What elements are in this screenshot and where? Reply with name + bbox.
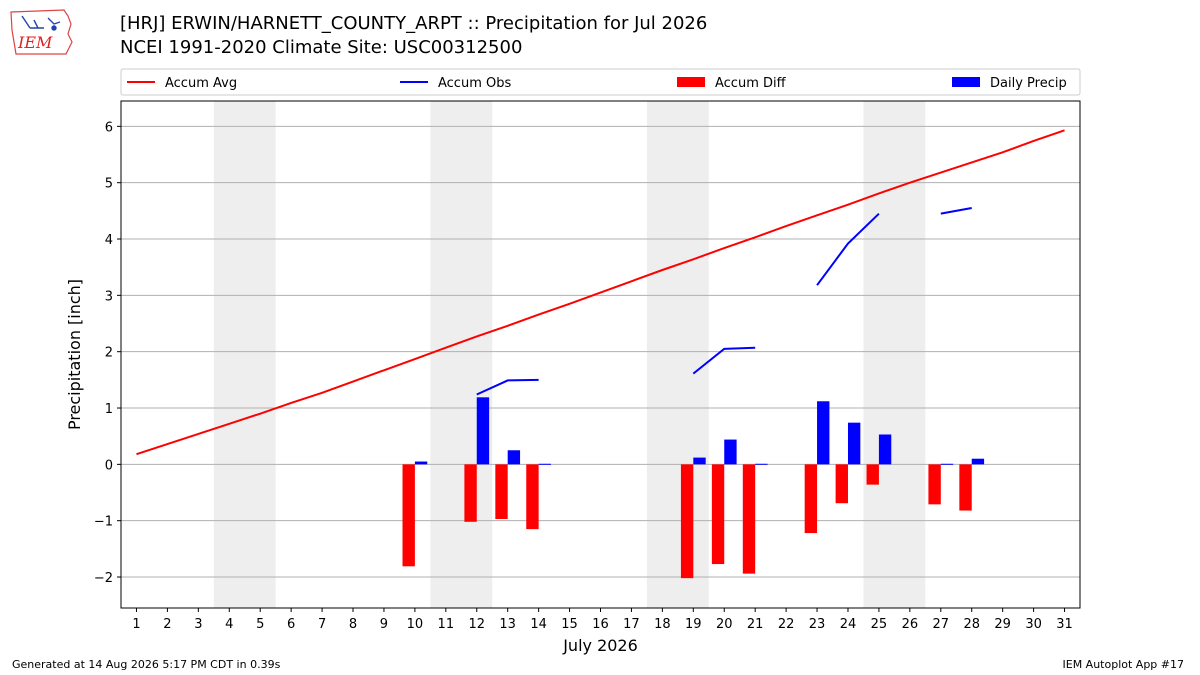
legend-items: Accum Avg Accum Obs Accum Diff Daily Precip [127, 76, 1067, 91]
y-tick-label: −2 [94, 571, 113, 586]
daily-precip-bar [940, 463, 954, 465]
app-credit: IEM Autoplot App #17 [1062, 658, 1185, 671]
legend-swatch-daily-precip [952, 77, 980, 87]
y-tick-label: 6 [105, 120, 113, 135]
x-tick-label: 25 [871, 617, 888, 632]
weekend-shade-1 [430, 101, 493, 608]
daily-precip-bar [476, 397, 490, 465]
accum-diff-bar [680, 464, 694, 579]
daily-precip-bar [755, 463, 768, 465]
x-tick-label: 27 [933, 617, 950, 632]
x-tick-label: 15 [561, 617, 578, 632]
accum-diff-bar [464, 464, 477, 522]
accum-diff-bar [402, 464, 415, 567]
y-tick-label: −1 [94, 515, 113, 530]
iem-logo: IEM [10, 9, 73, 55]
x-tick-label: 14 [530, 617, 547, 632]
x-tick-label: 22 [778, 617, 795, 632]
daily-precip-bar [724, 439, 737, 465]
accum-obs-line [692, 346, 756, 375]
x-tick-label: 13 [499, 617, 516, 632]
accum-avg-line [136, 129, 1065, 456]
daily-precip-bar [507, 450, 521, 465]
weekend-shade-2 [646, 101, 709, 608]
daily-precip-bar [414, 461, 428, 465]
iowa-outline-icon [10, 9, 73, 55]
x-tick-label: 28 [963, 617, 980, 632]
x-tick-label: 1 [132, 617, 140, 632]
x-tick-label: 16 [592, 617, 609, 632]
x-tick-label: 3 [194, 617, 202, 632]
y-axis-label: Precipitation [inch] [65, 279, 84, 430]
accum-diff-bar [526, 464, 539, 530]
accum-diff-bar [742, 464, 756, 574]
accum-obs-line [476, 378, 539, 396]
y-tick-label: 1 [105, 402, 113, 417]
x-tick-label: 24 [840, 617, 857, 632]
x-tick-label: 12 [468, 617, 485, 632]
x-tick-label: 5 [256, 617, 264, 632]
legend-swatch-accum-diff [677, 77, 705, 87]
x-tick-label: 10 [407, 617, 424, 632]
chart-subtitle: NCEI 1991-2020 Climate Site: USC00312500 [120, 37, 523, 58]
legend: Accum Avg Accum Obs Accum Diff Daily Precip [120, 68, 1081, 96]
x-tick-label: 17 [623, 617, 640, 632]
daily-precip-bar [538, 463, 552, 465]
legend-box [120, 68, 1081, 96]
x-tick-label: 11 [438, 617, 455, 632]
chart-title: [HRJ] ERWIN/HARNETT_COUNTY_ARPT :: Preci… [120, 13, 708, 34]
daily-precip-bar [971, 458, 985, 465]
legend-label-accum-diff: Accum Diff [715, 76, 787, 91]
legend-label-daily-precip: Daily Precip [990, 76, 1067, 91]
daily-precip-bar [817, 401, 830, 465]
accum-diff-bar [866, 464, 879, 485]
accum-diff-bar [804, 464, 818, 534]
daily-precip-bar [878, 434, 892, 465]
x-tick-label: 6 [287, 617, 295, 632]
x-tick-label: 31 [1056, 617, 1073, 632]
accum-diff-bar [959, 464, 972, 511]
logo-text: IEM [17, 33, 53, 52]
x-tick-label: 21 [747, 617, 764, 632]
x-tick-label: 2 [163, 617, 171, 632]
y-tick-label: 0 [105, 458, 113, 473]
accum-obs-line [940, 207, 972, 215]
y-tick-label: 4 [105, 233, 113, 248]
weekend-shading [213, 101, 926, 608]
lines [136, 129, 1065, 456]
weekend-shade-0 [213, 101, 276, 608]
x-tick-label: 4 [225, 617, 233, 632]
y-tick-label: 5 [105, 177, 113, 192]
accum-diff-bar [835, 464, 848, 504]
grid-lines [121, 125, 1080, 578]
accum-obs-line [816, 212, 880, 286]
accum-diff-bar [495, 464, 508, 519]
x-tick-label: 19 [685, 617, 702, 632]
weekend-shade-3 [863, 101, 926, 608]
accum-diff-bar [711, 464, 725, 565]
x-tick-label: 30 [1025, 617, 1042, 632]
x-tick-label: 9 [380, 617, 388, 632]
x-axis-label: July 2026 [562, 636, 638, 655]
y-tick-label: 2 [105, 346, 113, 361]
bars [402, 397, 985, 579]
generated-timestamp: Generated at 14 Aug 2026 5:17 PM CDT in … [12, 658, 281, 671]
weather-vane-icon [21, 15, 61, 31]
legend-label-accum-obs: Accum Obs [438, 76, 511, 91]
y-tick-label: 3 [105, 289, 113, 304]
x-tick-label: 26 [902, 617, 919, 632]
x-tick-label: 29 [994, 617, 1011, 632]
legend-label-accum-avg: Accum Avg [165, 76, 237, 91]
x-tick-label: 20 [716, 617, 733, 632]
accum-diff-bar [928, 464, 941, 505]
daily-precip-bar [693, 457, 706, 465]
x-tick-label: 23 [809, 617, 826, 632]
x-tick-label: 8 [349, 617, 357, 632]
daily-precip-bar [847, 422, 861, 465]
x-tick-label: 7 [318, 617, 326, 632]
x-tick-label: 18 [654, 617, 671, 632]
